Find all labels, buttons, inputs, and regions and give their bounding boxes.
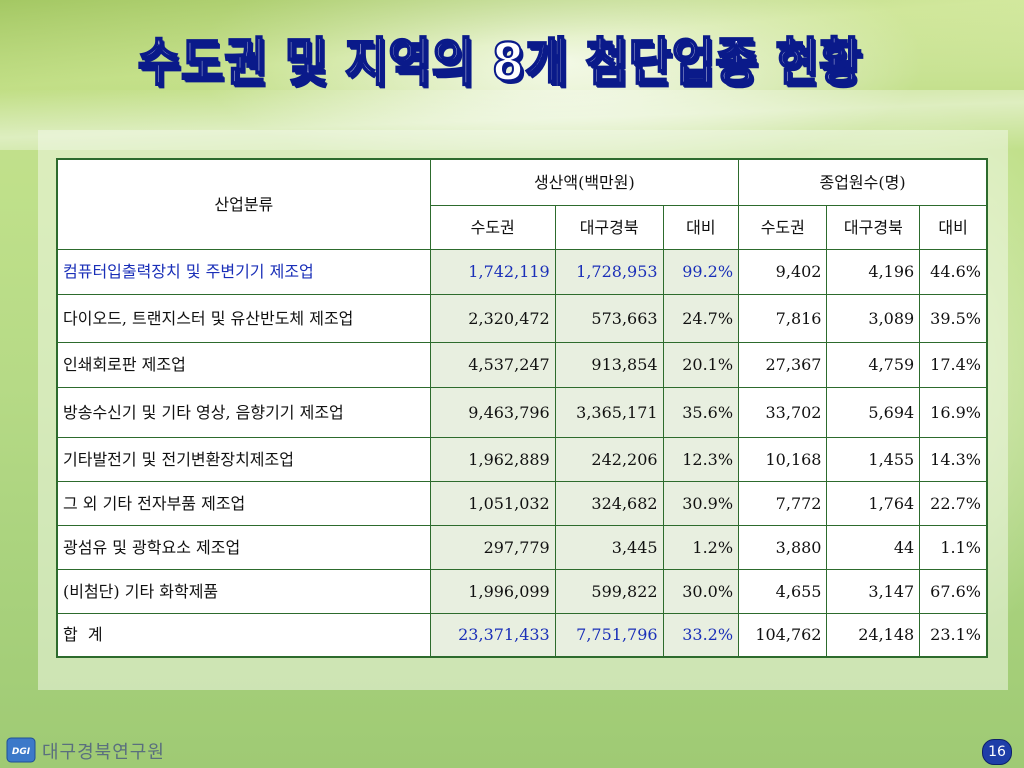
cell-prod-daegu: 324,682 — [554, 480, 664, 526]
cell-prod-capital: 2,320,472 — [429, 293, 556, 343]
cell-emp-daegu: 5,694 — [826, 386, 921, 438]
cell-prod-ratio: 35.6% — [662, 386, 740, 438]
cell-prod-ratio: 24.7% — [662, 293, 740, 343]
table-row: 방송수신기 및 기타 영상, 음향기기 제조업 9,463,796 3,365,… — [56, 386, 988, 438]
cell-prod-ratio: 12.3% — [662, 436, 740, 482]
cell-emp-capital: 7,816 — [738, 293, 828, 343]
row-category: 인쇄회로판 제조업 — [56, 341, 431, 388]
org-name: 대구경북연구원 — [42, 742, 165, 763]
cell-emp-daegu: 3,147 — [826, 568, 921, 614]
cell-prod-capital: 4,537,247 — [429, 341, 556, 388]
subheader-emp-capital: 수도권 — [738, 204, 828, 250]
slide-title: 수도권 및 지역의 8개 첨단업종 현황 — [137, 31, 863, 94]
header-production: 생산액(백만원) — [429, 158, 740, 206]
cell-emp-daegu: 1,764 — [826, 480, 921, 526]
cell-emp-capital: 4,655 — [738, 568, 828, 614]
cell-emp-capital: 33,702 — [738, 386, 828, 438]
table-total-row: 합 계 23,371,433 7,751,796 33.2% 104,762 2… — [56, 612, 988, 658]
cell-prod-ratio: 30.9% — [662, 480, 740, 526]
row-category: 그 외 기타 전자부품 제조업 — [56, 480, 431, 526]
cell-emp-capital: 3,880 — [738, 524, 828, 570]
cell-prod-daegu: 599,822 — [554, 568, 664, 614]
table-row: 컴퓨터입출력장치 및 주변기기 제조업 1,742,119 1,728,953 … — [56, 248, 988, 295]
cell-emp-ratio: 14.3% — [919, 436, 988, 482]
cell-prod-ratio: 99.2% — [662, 248, 740, 295]
row-category: 기타발전기 및 전기변환장치제조업 — [56, 436, 431, 482]
cell-emp-daegu: 3,089 — [826, 293, 921, 343]
subheader-prod-ratio: 대비 — [662, 204, 740, 250]
cell-prod-capital: 1,996,099 — [429, 568, 556, 614]
total-emp-daegu: 24,148 — [826, 612, 921, 658]
cell-prod-ratio: 30.0% — [662, 568, 740, 614]
cell-emp-ratio: 44.6% — [919, 248, 988, 295]
cell-prod-daegu: 1,728,953 — [554, 248, 664, 295]
logo-text: DGI — [12, 747, 31, 757]
cell-emp-ratio: 17.4% — [919, 341, 988, 388]
cell-prod-daegu: 573,663 — [554, 293, 664, 343]
cell-emp-capital: 7,772 — [738, 480, 828, 526]
cell-emp-daegu: 44 — [826, 524, 921, 570]
table-row: 기타발전기 및 전기변환장치제조업 1,962,889 242,206 12.3… — [56, 436, 988, 482]
cell-emp-daegu: 4,196 — [826, 248, 921, 295]
total-prod-ratio: 33.2% — [662, 612, 740, 658]
row-category: (비첨단) 기타 화학제품 — [56, 568, 431, 614]
cell-emp-capital: 9,402 — [738, 248, 828, 295]
table-row: 광섬유 및 광학요소 제조업 297,779 3,445 1.2% 3,880 … — [56, 524, 988, 570]
cell-prod-daegu: 913,854 — [554, 341, 664, 388]
cell-emp-ratio: 16.9% — [919, 386, 988, 438]
cell-prod-capital: 1,742,119 — [429, 248, 556, 295]
industry-table: 산업분류 생산액(백만원) 종업원수(명) 수도권 대구경북 대비 수도권 대구… — [56, 158, 988, 658]
cell-prod-ratio: 20.1% — [662, 341, 740, 388]
subheader-prod-capital: 수도권 — [429, 204, 556, 250]
cell-prod-daegu: 3,365,171 — [554, 386, 664, 438]
subheader-emp-ratio: 대비 — [919, 204, 988, 250]
cell-prod-daegu: 3,445 — [554, 524, 664, 570]
subheader-prod-daegu: 대구경북 — [554, 204, 664, 250]
page-number-badge: 16 — [982, 739, 1012, 765]
total-label: 합 계 — [56, 612, 431, 658]
total-emp-ratio: 23.1% — [919, 612, 988, 658]
cell-prod-daegu: 242,206 — [554, 436, 664, 482]
cell-emp-ratio: 22.7% — [919, 480, 988, 526]
row-category: 다이오드, 트랜지스터 및 유산반도체 제조업 — [56, 293, 431, 343]
subheader-emp-daegu: 대구경북 — [826, 204, 921, 250]
row-category: 컴퓨터입출력장치 및 주변기기 제조업 — [56, 248, 431, 295]
row-category: 광섬유 및 광학요소 제조업 — [56, 524, 431, 570]
cell-emp-ratio: 39.5% — [919, 293, 988, 343]
table-row: 그 외 기타 전자부품 제조업 1,051,032 324,682 30.9% … — [56, 480, 988, 526]
row-category: 방송수신기 및 기타 영상, 음향기기 제조업 — [56, 386, 431, 438]
total-prod-capital: 23,371,433 — [429, 612, 556, 658]
table-row: 인쇄회로판 제조업 4,537,247 913,854 20.1% 27,367… — [56, 341, 988, 388]
cell-emp-capital: 27,367 — [738, 341, 828, 388]
dgi-logo-icon: DGI — [6, 737, 36, 763]
cell-prod-ratio: 1.2% — [662, 524, 740, 570]
cell-emp-daegu: 1,455 — [826, 436, 921, 482]
cell-prod-capital: 1,962,889 — [429, 436, 556, 482]
table-row: 다이오드, 트랜지스터 및 유산반도체 제조업 2,320,472 573,66… — [56, 293, 988, 343]
cell-emp-capital: 10,168 — [738, 436, 828, 482]
header-category: 산업분류 — [56, 158, 431, 250]
cell-prod-capital: 1,051,032 — [429, 480, 556, 526]
cell-emp-daegu: 4,759 — [826, 341, 921, 388]
cell-emp-ratio: 67.6% — [919, 568, 988, 614]
total-emp-capital: 104,762 — [738, 612, 828, 658]
header-employees: 종업원수(명) — [738, 158, 988, 206]
table-row: (비첨단) 기타 화학제품 1,996,099 599,822 30.0% 4,… — [56, 568, 988, 614]
cell-prod-capital: 297,779 — [429, 524, 556, 570]
total-prod-daegu: 7,751,796 — [554, 612, 664, 658]
cell-prod-capital: 9,463,796 — [429, 386, 556, 438]
cell-emp-ratio: 1.1% — [919, 524, 988, 570]
